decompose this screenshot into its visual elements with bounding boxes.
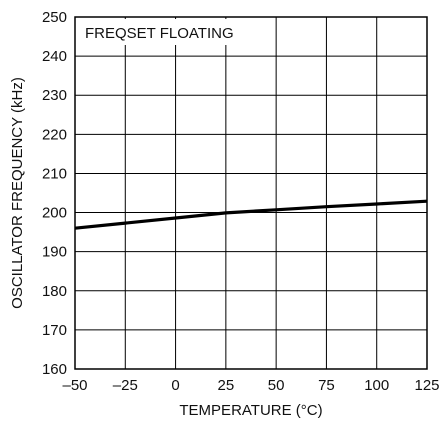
series-line [74, 199, 428, 230]
y-tick-label: 200 [42, 205, 67, 222]
series-layer [74, 199, 428, 230]
x-tick-label: 100 [364, 377, 389, 394]
y-tick-label: 250 [42, 9, 67, 26]
y-tick-label: 240 [42, 48, 67, 65]
plot-frame [74, 16, 428, 370]
y-tick-label: 210 [42, 165, 67, 182]
x-tick-label: 50 [268, 377, 285, 394]
y-tick-label: 180 [42, 283, 67, 300]
annotation-background [77, 19, 245, 45]
grid [74, 16, 428, 370]
x-axis-title: TEMPERATURE (°C) [179, 402, 322, 419]
x-tick-label: –50 [62, 377, 87, 394]
y-tick-label: 220 [42, 126, 67, 143]
y-axis-title: OSCILLATOR FREQUENCY (kHz) [9, 77, 26, 309]
x-tick-label: 0 [171, 377, 179, 394]
x-tick-label: –25 [113, 377, 138, 394]
y-tick-label: 170 [42, 322, 67, 339]
tick-labels: –50 –25 0 25 50 75 100 125 160 170 180 190 200 210 220… [42, 9, 440, 394]
x-tick-label: 125 [414, 377, 439, 394]
y-tick-label: 230 [42, 87, 67, 104]
y-tick-label: 160 [42, 361, 67, 378]
x-tick-label: 25 [218, 377, 235, 394]
x-tick-label: 75 [318, 377, 335, 394]
y-tick-label: 190 [42, 244, 67, 261]
chart-annotation: FREQSET FLOATING [85, 25, 234, 42]
